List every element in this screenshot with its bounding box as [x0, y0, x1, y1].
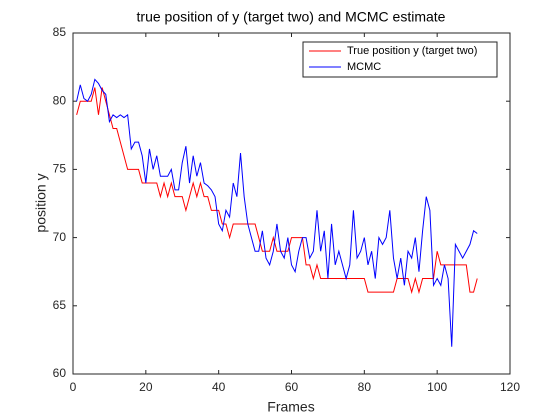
series-line	[76, 78, 478, 347]
y-tick-label: 70	[53, 230, 67, 244]
y-tick-label: 75	[53, 162, 67, 176]
x-tick-label: 100	[427, 380, 447, 394]
y-tick-label: 85	[53, 25, 67, 39]
x-tick-label: 20	[139, 380, 153, 394]
x-tick-label: 40	[212, 380, 226, 394]
chart-title: true position of y (target two) and MCMC…	[137, 9, 446, 25]
plot-area	[73, 33, 510, 374]
x-tick-label: 80	[358, 380, 372, 394]
series-line	[76, 87, 478, 295]
x-tick-label: 0	[70, 380, 77, 394]
x-tick-label: 60	[285, 380, 299, 394]
y-tick-label: 80	[53, 93, 67, 107]
legend-label: True position y (target two)	[347, 45, 477, 57]
y-tick-label: 60	[53, 366, 67, 380]
y-axis-label: position y	[33, 173, 49, 232]
y-tick-label: 65	[53, 298, 67, 312]
x-axis-label: Frames	[267, 399, 314, 415]
x-tick-label: 120	[500, 380, 520, 394]
axes-box	[72, 32, 511, 375]
legend-box	[302, 41, 498, 78]
legend-label: MCMC	[347, 61, 381, 73]
